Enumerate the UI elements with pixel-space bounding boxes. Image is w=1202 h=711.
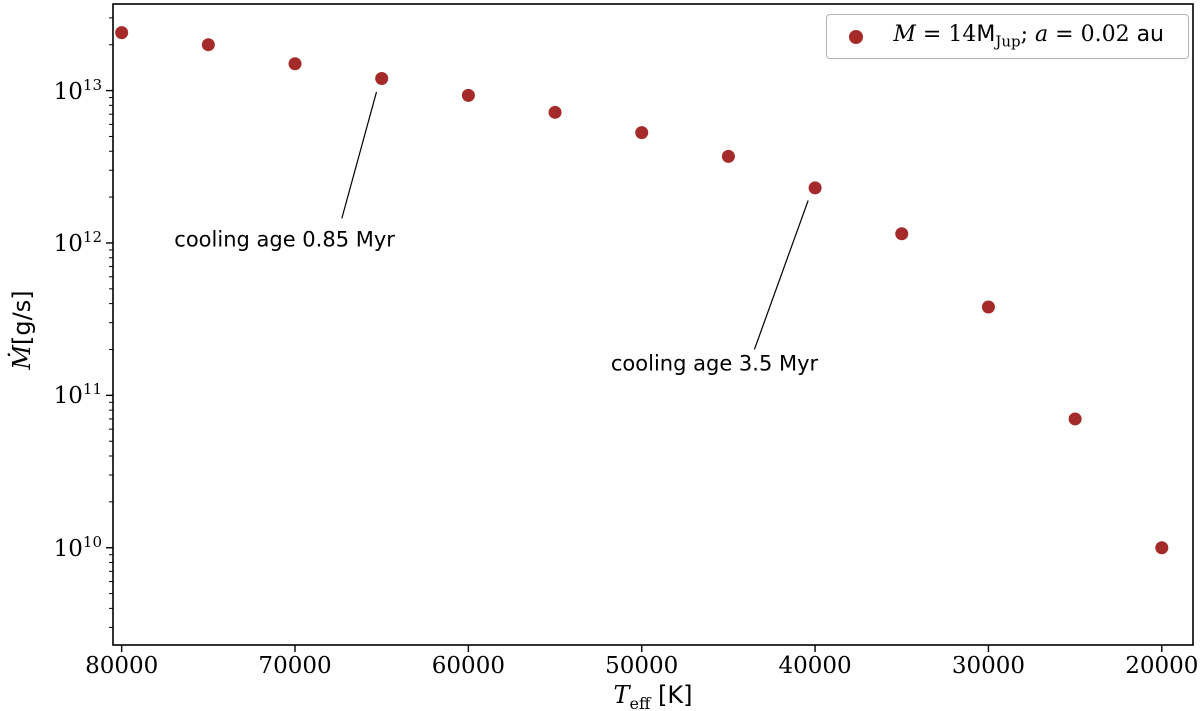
data-points bbox=[115, 26, 1169, 555]
axis-ticks bbox=[106, 17, 1163, 652]
x-tick-label: 50000 bbox=[605, 653, 679, 679]
annotation-cooling-age-0-85-myr: cooling age 0.85 Myr bbox=[174, 227, 395, 252]
scatter-point bbox=[895, 227, 909, 241]
x-axis-label: Teff [K] bbox=[614, 683, 693, 711]
scatter-point bbox=[981, 300, 995, 314]
scatter-point bbox=[115, 26, 129, 40]
x-axis-variable: T bbox=[613, 681, 630, 709]
x-tick-label: 60000 bbox=[431, 653, 505, 679]
legend-mass-subscript: Jup bbox=[995, 32, 1021, 51]
scatter-point bbox=[375, 72, 389, 86]
y-tick-label: 1013 bbox=[53, 75, 102, 105]
annotation-cooling-age-3-5-myr: cooling age 3.5 Myr bbox=[610, 351, 819, 376]
annotation-lines bbox=[341, 91, 809, 350]
scatter-point bbox=[721, 149, 735, 163]
y-tick-label: 1010 bbox=[53, 532, 102, 562]
x-axis-unit: [K] bbox=[650, 681, 693, 709]
scatter-point bbox=[548, 105, 562, 119]
x-tick-label: 30000 bbox=[951, 653, 1026, 679]
y-axis-label: Ṁ[g/s] bbox=[8, 290, 36, 370]
scatter-point bbox=[1068, 412, 1082, 426]
y-tick-label: 1011 bbox=[53, 380, 102, 410]
scatter-point bbox=[1155, 541, 1169, 555]
legend-eq2: = 0.02 bbox=[1048, 22, 1137, 47]
x-tick-label: 20000 bbox=[1125, 653, 1199, 679]
legend-mass-symbol: M bbox=[976, 22, 996, 47]
legend-marker-dot bbox=[849, 29, 864, 44]
legend-separator: ; bbox=[1020, 22, 1036, 47]
legend-label: M = 14MJup; a = 0.02 au bbox=[893, 24, 1164, 49]
y-tick-label: 1012 bbox=[53, 228, 102, 257]
x-tick-label: 80000 bbox=[85, 653, 159, 679]
legend-eq1: = 14 bbox=[915, 22, 977, 47]
legend-unit-au: au bbox=[1136, 22, 1164, 47]
scatter-point bbox=[288, 57, 302, 71]
y-axis-unit: [g/s] bbox=[8, 290, 36, 345]
y-axis-variable: Ṁ bbox=[8, 344, 36, 370]
legend-var-a: a bbox=[1035, 22, 1049, 47]
scatter-point bbox=[201, 38, 215, 52]
plot-border bbox=[112, 3, 1194, 646]
scatter-point bbox=[461, 88, 475, 102]
x-tick-label: 40000 bbox=[778, 653, 852, 679]
scatter-point bbox=[635, 126, 649, 140]
legend-var-m: M bbox=[893, 22, 916, 47]
scatter-point bbox=[808, 181, 822, 195]
x-axis-subscript: eff bbox=[629, 693, 651, 711]
legend: M = 14MJup; a = 0.02 au bbox=[826, 14, 1189, 60]
x-tick-label: 70000 bbox=[258, 653, 332, 679]
